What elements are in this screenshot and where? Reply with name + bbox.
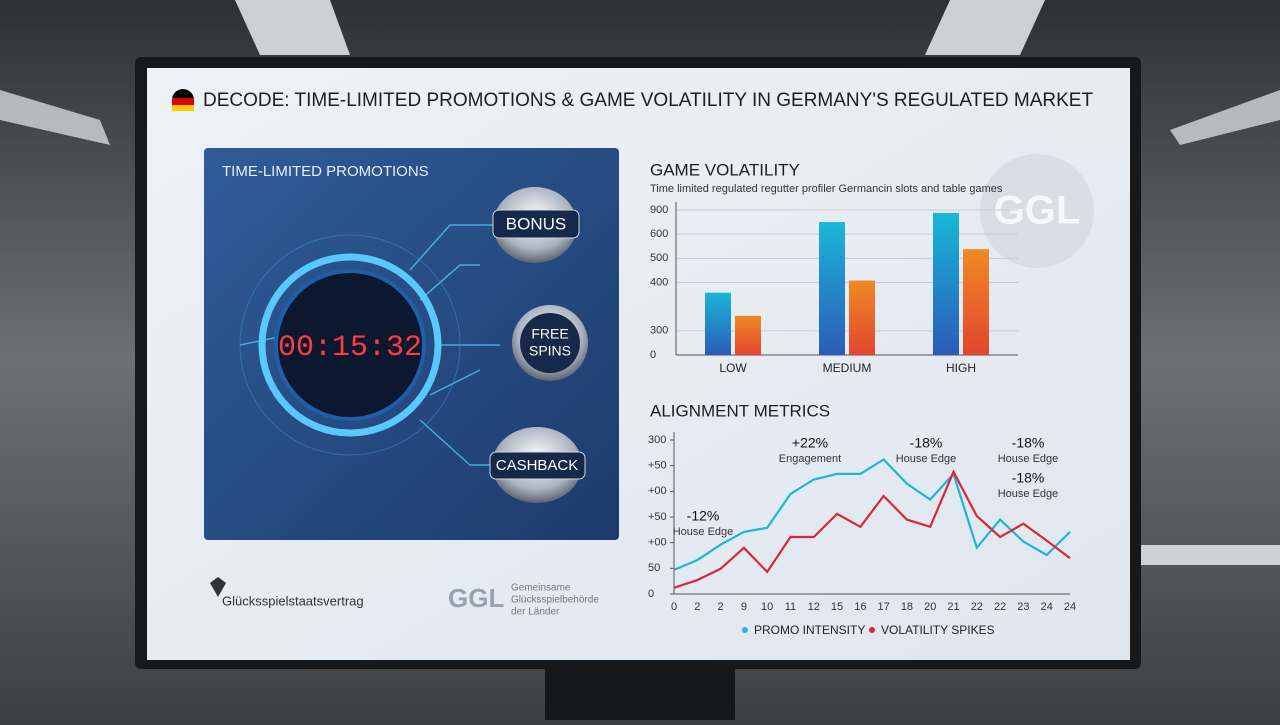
- x-tick-label: 11: [785, 601, 796, 613]
- footer-authority: Gemeinsame: [511, 583, 571, 594]
- y-tick-label: 0: [650, 349, 656, 361]
- series-line: [673, 469, 1071, 589]
- annotation-value: -18%: [1012, 435, 1045, 451]
- series-line: [673, 458, 1071, 571]
- legend-label: VOLATILITY SPIKES: [881, 623, 995, 637]
- x-tick-label: 17: [878, 601, 890, 613]
- ceiling-light: [235, 0, 350, 55]
- y-tick-label: 400: [650, 276, 668, 288]
- x-tick-label: 9: [741, 601, 747, 613]
- x-tick-label: 24: [1064, 601, 1076, 613]
- bar: [735, 315, 761, 355]
- x-tick-label: 2: [718, 601, 724, 613]
- bar: [705, 292, 731, 355]
- x-tick-label: LOW: [719, 361, 747, 375]
- timer: 00:15:32: [278, 331, 422, 365]
- desk: [1140, 545, 1280, 565]
- annotation-value: -12%: [687, 508, 720, 524]
- ceiling-light: [0, 90, 110, 145]
- y-tick-label: 600: [650, 228, 668, 240]
- annotation-value: +22%: [792, 435, 828, 451]
- footer-ggl: GGL: [448, 583, 504, 613]
- monitor-stand: [545, 668, 735, 720]
- x-tick-label: 2: [694, 601, 700, 613]
- y-tick-label: +00: [648, 485, 667, 497]
- bonus-label: BONUS: [506, 214, 566, 233]
- x-tick-label: 15: [831, 601, 843, 613]
- promo-title: TIME-LIMITED PROMOTIONS: [222, 163, 429, 180]
- bar-chart-subtitle: Time limited regulated regutter profiler…: [650, 183, 1003, 195]
- flag-stripe: [172, 98, 194, 105]
- ceiling-light: [1170, 90, 1280, 145]
- legend-label: PROMO INTENSITY: [754, 623, 865, 637]
- annotation-note: Engagement: [779, 453, 841, 465]
- page-title: DECODE: TIME-LIMITED PROMOTIONS & GAME V…: [203, 90, 1093, 111]
- bar: [819, 222, 845, 355]
- free-spins-label: SPINS: [529, 343, 571, 359]
- bonus-button[interactable]: [492, 209, 580, 239]
- eagle: [210, 577, 226, 597]
- y-tick-label: 0: [648, 588, 654, 600]
- flag-stripe: [172, 105, 194, 111]
- x-tick-label: 22: [994, 601, 1006, 613]
- x-tick-label: 18: [901, 601, 913, 613]
- free-spins-label: FREE: [531, 326, 568, 342]
- annotation-note: House Edge: [998, 488, 1059, 500]
- x-tick-label: 21: [947, 601, 959, 613]
- footer-authority: Glücksspielbehörde: [511, 595, 599, 606]
- annotation-value: -18%: [910, 435, 943, 451]
- x-tick-label: 12: [808, 601, 820, 613]
- bar: [963, 249, 989, 355]
- y-tick-label: 900: [650, 204, 668, 216]
- x-tick-label: 0: [671, 601, 677, 613]
- x-tick-label: 10: [761, 601, 773, 613]
- y-tick-label: 50: [648, 562, 660, 574]
- x-tick-label: MEDIUM: [823, 361, 872, 375]
- button-face: [520, 313, 580, 373]
- timer-face: [274, 269, 426, 421]
- x-tick-label: 20: [924, 601, 936, 613]
- bar-chart-title: GAME VOLATILITY: [650, 160, 800, 179]
- ring: [258, 253, 442, 437]
- ring: [239, 234, 461, 456]
- y-tick-label: 300: [650, 325, 668, 337]
- ggl-watermark: [980, 154, 1094, 268]
- y-tick-label: +00: [648, 537, 667, 549]
- annotation-note: House Edge: [896, 453, 957, 465]
- annotation-note: House Edge: [673, 526, 734, 538]
- annotation-note: House Edge: [998, 453, 1059, 465]
- x-tick-label: 24: [1041, 601, 1053, 613]
- legend-swatch: [869, 627, 875, 633]
- y-tick-label: +50: [648, 460, 667, 472]
- y-tick-label: +50: [648, 511, 667, 523]
- y-tick-label: 300: [648, 434, 666, 446]
- bar: [849, 280, 875, 355]
- legend-swatch: [742, 627, 748, 633]
- bar: [933, 212, 959, 355]
- ceiling-light: [925, 0, 1045, 55]
- x-tick-label: 23: [1017, 601, 1029, 613]
- y-tick-label: 500: [650, 252, 668, 264]
- cashback-label: CASHBACK: [496, 457, 579, 474]
- line-chart-title: ALIGNMENT METRICS: [650, 401, 830, 420]
- footer-authority: der Länder: [511, 607, 560, 618]
- footer-treaty: Glücksspielstaatsvertrag: [222, 593, 364, 608]
- x-tick-label: 22: [971, 601, 983, 613]
- annotation-value: -18%: [1012, 470, 1045, 486]
- x-tick-label: 16: [854, 601, 866, 613]
- x-tick-label: HIGH: [946, 361, 976, 375]
- cashback-button[interactable]: [489, 451, 586, 480]
- ggl-watermark-text: GGL: [994, 189, 1081, 233]
